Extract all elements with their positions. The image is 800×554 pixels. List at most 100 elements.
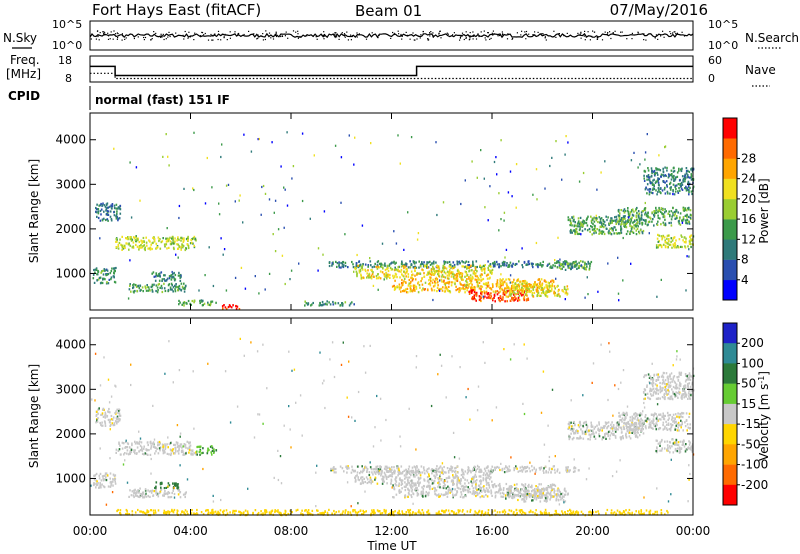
velocity-cell xyxy=(473,468,475,471)
power-cell xyxy=(644,222,647,225)
power-cell xyxy=(642,210,644,213)
velocity-cell xyxy=(530,492,532,496)
power-cell xyxy=(117,243,120,247)
power-cell xyxy=(387,273,389,276)
power-cell xyxy=(443,279,445,282)
velocity-cell xyxy=(524,485,526,488)
velocity-cell xyxy=(539,496,542,500)
power-cell xyxy=(112,267,115,270)
velocity-cell xyxy=(418,484,420,487)
power-cell xyxy=(427,271,430,274)
velocity-cell xyxy=(374,472,377,475)
power-cell xyxy=(207,301,209,304)
nsearch-point xyxy=(558,33,560,35)
power-cell xyxy=(603,226,605,229)
velocity-cell xyxy=(484,474,487,477)
power-cell xyxy=(431,281,434,284)
power-cell xyxy=(113,214,116,217)
power-cell xyxy=(503,289,505,292)
power-cell xyxy=(671,173,673,176)
power-cell xyxy=(121,235,123,238)
power-cell xyxy=(416,238,419,241)
velocity-cell xyxy=(172,489,174,492)
velocity-cell xyxy=(101,408,104,411)
velocity-cell xyxy=(435,489,438,492)
power-cell xyxy=(138,240,141,244)
velocity-cell xyxy=(503,467,506,470)
power-colorbar-tick-label: 12 xyxy=(741,232,756,246)
velocity-cell xyxy=(549,498,551,501)
velocity-cell xyxy=(406,479,409,482)
power-cell xyxy=(341,302,343,305)
velocity-cell xyxy=(468,487,471,491)
power-cell xyxy=(617,256,619,259)
power-cell xyxy=(390,262,392,265)
power-cell xyxy=(109,210,112,213)
power-cell xyxy=(332,303,335,306)
power-cell xyxy=(144,285,146,288)
power-cell xyxy=(572,229,575,232)
power-cell xyxy=(432,285,435,288)
power-cell xyxy=(467,264,469,267)
power-cell xyxy=(584,228,586,231)
power-cell xyxy=(491,271,493,274)
velocity-cell xyxy=(380,469,383,472)
power-cell xyxy=(648,193,651,196)
power-cell xyxy=(202,299,204,302)
power-cell xyxy=(125,242,127,245)
velocity-cell xyxy=(144,489,147,492)
power-cell xyxy=(637,166,639,169)
velocity-cell xyxy=(400,479,403,482)
power-cell xyxy=(652,218,654,221)
power-cell xyxy=(658,234,661,237)
power-cell xyxy=(178,271,180,274)
velocity-cell xyxy=(428,491,430,494)
power-cell xyxy=(428,279,430,282)
velocity-cell xyxy=(443,465,445,469)
power-cell xyxy=(503,264,505,267)
velocity-cell xyxy=(455,493,457,496)
power-cell xyxy=(664,239,666,242)
velocity-cell xyxy=(523,485,525,488)
power-cell xyxy=(468,285,470,288)
power-cell xyxy=(238,308,241,311)
velocity-cell xyxy=(147,443,149,447)
velocity-cell xyxy=(381,478,383,481)
power-cell xyxy=(115,215,117,218)
velocity-cell xyxy=(97,482,99,485)
velocity-cell xyxy=(95,413,98,417)
velocity-cell xyxy=(500,488,502,491)
nsearch-point xyxy=(401,38,403,40)
power-cell xyxy=(655,206,657,209)
power-cell xyxy=(498,263,500,266)
power-cell xyxy=(512,299,514,302)
power-cell xyxy=(532,295,535,298)
power-cell xyxy=(442,264,445,267)
power-cell xyxy=(150,285,153,288)
power-cell xyxy=(113,272,115,275)
velocity-cell xyxy=(112,424,115,427)
velocity-cell xyxy=(102,485,105,488)
velocity-cell xyxy=(383,471,386,474)
velocity-cell xyxy=(358,479,361,482)
power-colorbar-tick-label: 24 xyxy=(741,172,756,186)
power-cell xyxy=(459,289,461,292)
velocity-cell xyxy=(167,496,170,499)
power-cell xyxy=(509,274,512,277)
velocity-cell xyxy=(552,465,555,468)
power-colorbar-tick-label: 4 xyxy=(741,273,749,287)
nsearch-point xyxy=(223,36,225,38)
velocity-cell xyxy=(441,486,444,489)
power-cell xyxy=(521,247,523,250)
nsearch-point xyxy=(295,31,297,33)
velocity-cell xyxy=(471,478,473,481)
power-cell xyxy=(113,269,116,272)
power-cell xyxy=(578,225,580,228)
power-cell xyxy=(439,279,441,282)
velocity-cell xyxy=(491,494,493,497)
velocity-cell xyxy=(368,471,371,474)
velocity-cell xyxy=(506,491,508,494)
velocity-cell xyxy=(408,482,410,485)
power-cell xyxy=(430,287,433,290)
velocity-cell xyxy=(438,477,441,480)
